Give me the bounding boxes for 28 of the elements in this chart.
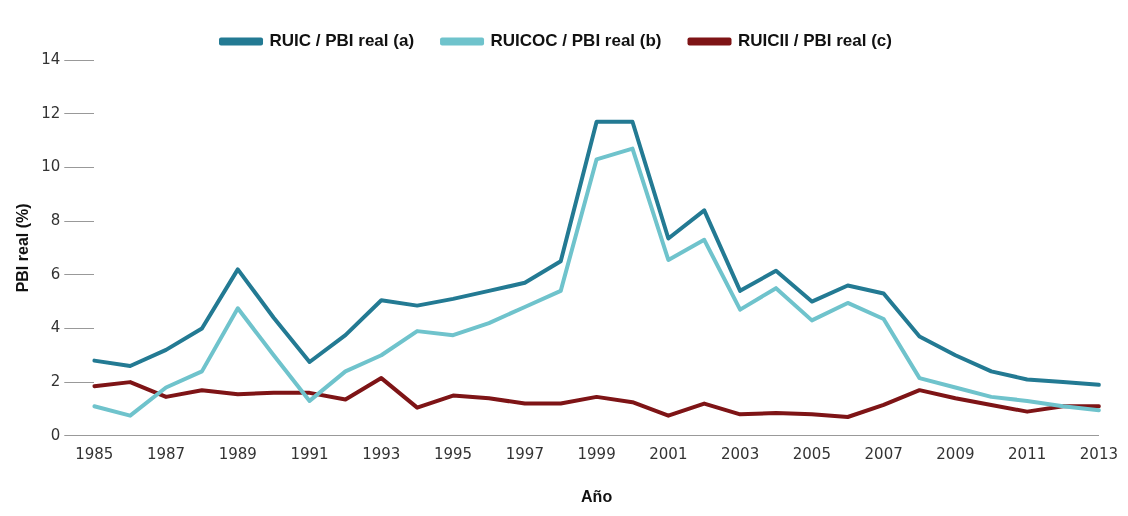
x-tick-label: 2011 (1008, 444, 1047, 463)
legend-label: RUIC / PBI real (a) (269, 31, 415, 51)
x-tick-label: 1989 (218, 444, 257, 463)
legend-label: RUICOC / PBI real (b) (490, 31, 662, 51)
y-tick-label: 14 (41, 49, 61, 68)
y-tick-label: 6 (50, 264, 61, 283)
x-tick-label: 2001 (649, 444, 688, 463)
x-tick-label: 1987 (146, 444, 186, 463)
x-tick-label: 1991 (290, 444, 329, 463)
y-tick-label: 8 (50, 210, 61, 229)
x-tick-label: 1997 (505, 444, 544, 463)
legend-label: RUICII / PBI real (c) (738, 31, 892, 51)
x-tick-label: 2013 (1079, 444, 1119, 463)
x-tick-label: 1985 (75, 444, 114, 463)
x-tick-label: 2009 (936, 444, 975, 463)
x-tick-label: 2005 (792, 444, 831, 463)
x-tick-label: 2003 (721, 444, 760, 463)
x-tick-label: 1995 (433, 444, 473, 463)
x-axis-title: Año (581, 487, 613, 505)
y-axis-title: PBI real (%) (14, 203, 32, 293)
x-tick-label: 1993 (362, 444, 401, 463)
y-tick-label: 0 (50, 425, 61, 444)
y-tick-label: 4 (50, 318, 61, 337)
y-tick-label: 12 (41, 103, 61, 122)
y-tick-label: 10 (41, 157, 61, 176)
x-tick-label: 2007 (864, 444, 903, 463)
x-tick-label: 1999 (577, 444, 616, 463)
y-tick-label: 2 (50, 372, 61, 390)
